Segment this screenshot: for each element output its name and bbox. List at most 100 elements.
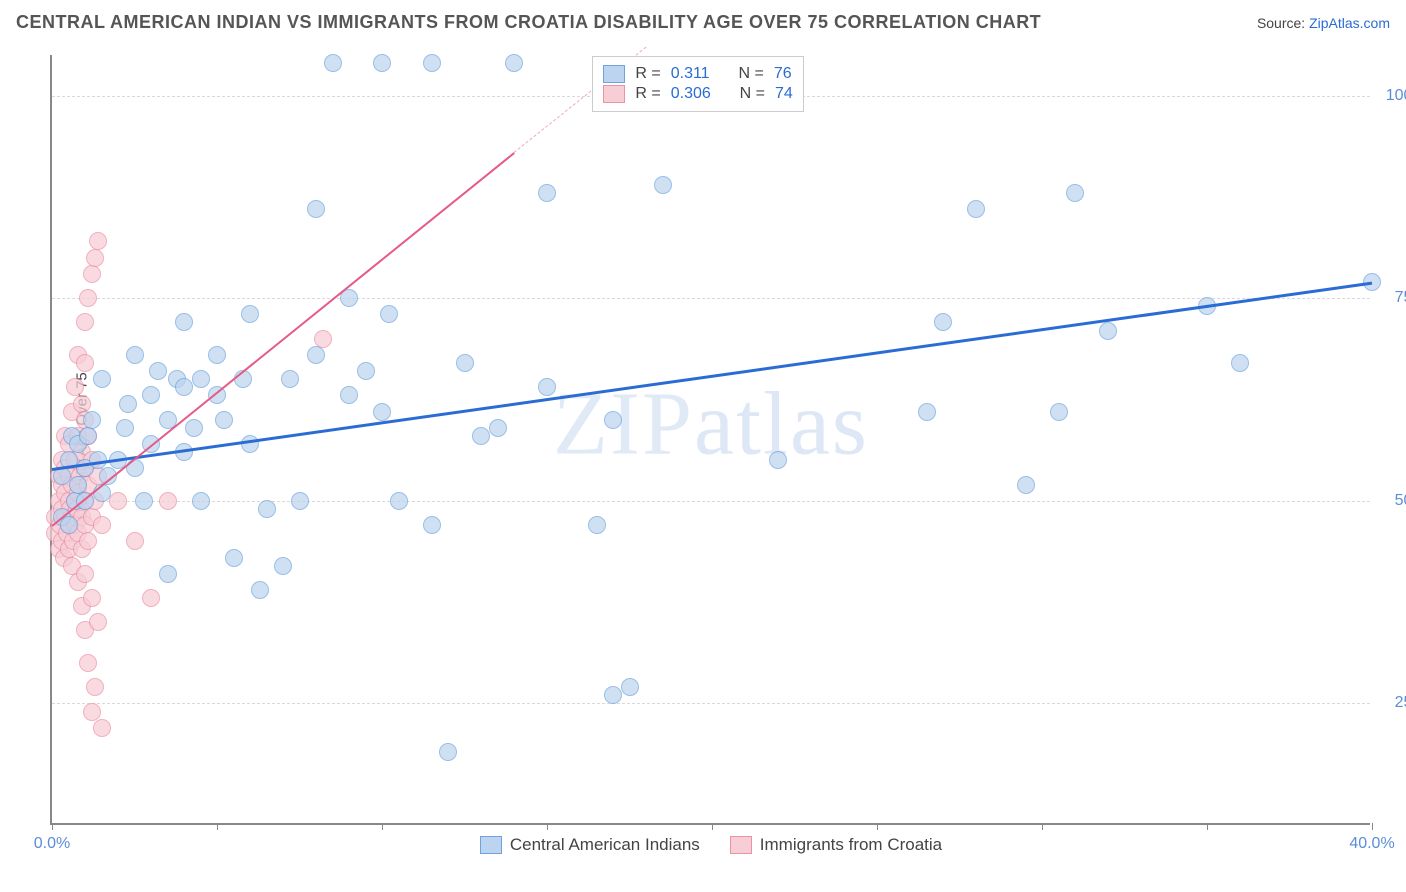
x-tick-mark bbox=[712, 823, 713, 830]
data-point-blue bbox=[934, 313, 952, 331]
data-point-pink bbox=[89, 232, 107, 250]
data-point-blue bbox=[456, 354, 474, 372]
trendline-pink bbox=[51, 152, 514, 526]
data-point-blue bbox=[769, 451, 787, 469]
gridline-h bbox=[52, 703, 1370, 704]
data-point-blue bbox=[53, 467, 71, 485]
data-point-blue bbox=[1066, 184, 1084, 202]
legend-series: Central American Indians Immigrants from … bbox=[52, 835, 1370, 855]
watermark: ZIPatlas bbox=[553, 372, 869, 475]
x-tick-mark bbox=[217, 823, 218, 830]
y-tick-label: 50.0% bbox=[1380, 492, 1406, 510]
data-point-pink bbox=[76, 313, 94, 331]
data-point-pink bbox=[83, 589, 101, 607]
data-point-blue bbox=[918, 403, 936, 421]
source-link[interactable]: ZipAtlas.com bbox=[1309, 15, 1390, 31]
data-point-blue bbox=[185, 419, 203, 437]
source-prefix: Source: bbox=[1257, 15, 1309, 31]
x-tick-mark bbox=[1207, 823, 1208, 830]
data-point-pink bbox=[79, 532, 97, 550]
chart-source: Source: ZipAtlas.com bbox=[1257, 15, 1390, 31]
data-point-pink bbox=[83, 703, 101, 721]
data-point-blue bbox=[588, 516, 606, 534]
data-point-pink bbox=[159, 492, 177, 510]
data-point-blue bbox=[505, 54, 523, 72]
y-tick-label: 75.0% bbox=[1380, 289, 1406, 307]
data-point-blue bbox=[373, 403, 391, 421]
legend-stats: R = 0.311 N = 76R = 0.306 N = 74 bbox=[592, 56, 803, 112]
data-point-blue bbox=[208, 346, 226, 364]
x-tick-mark bbox=[1372, 823, 1373, 830]
data-point-blue bbox=[380, 305, 398, 323]
data-point-pink bbox=[142, 589, 160, 607]
data-point-blue bbox=[175, 378, 193, 396]
data-point-blue bbox=[258, 500, 276, 518]
data-point-blue bbox=[307, 346, 325, 364]
data-point-blue bbox=[274, 557, 292, 575]
data-point-blue bbox=[621, 678, 639, 696]
data-point-blue bbox=[307, 200, 325, 218]
data-point-blue bbox=[357, 362, 375, 380]
data-point-pink bbox=[76, 565, 94, 583]
data-point-blue bbox=[126, 346, 144, 364]
data-point-pink bbox=[76, 354, 94, 372]
data-point-blue bbox=[215, 411, 233, 429]
data-point-blue bbox=[291, 492, 309, 510]
data-point-blue bbox=[423, 516, 441, 534]
data-point-pink bbox=[93, 516, 111, 534]
data-point-pink bbox=[126, 532, 144, 550]
data-point-pink bbox=[79, 289, 97, 307]
data-point-blue bbox=[225, 549, 243, 567]
data-point-blue bbox=[281, 370, 299, 388]
data-point-blue bbox=[423, 54, 441, 72]
data-point-blue bbox=[654, 176, 672, 194]
data-point-blue bbox=[175, 313, 193, 331]
data-point-blue bbox=[489, 419, 507, 437]
data-point-pink bbox=[73, 395, 91, 413]
data-point-blue bbox=[373, 54, 391, 72]
x-tick-mark bbox=[547, 823, 548, 830]
data-point-blue bbox=[390, 492, 408, 510]
data-point-blue bbox=[116, 419, 134, 437]
data-point-blue bbox=[192, 492, 210, 510]
data-point-blue bbox=[241, 435, 259, 453]
data-point-blue bbox=[604, 411, 622, 429]
data-point-blue bbox=[142, 386, 160, 404]
data-point-blue bbox=[159, 565, 177, 583]
data-point-blue bbox=[967, 200, 985, 218]
data-point-blue bbox=[234, 370, 252, 388]
x-tick-mark bbox=[382, 823, 383, 830]
data-point-blue bbox=[324, 54, 342, 72]
data-point-blue bbox=[1099, 322, 1117, 340]
data-point-blue bbox=[79, 427, 97, 445]
data-point-blue bbox=[251, 581, 269, 599]
gridline-h bbox=[52, 501, 1370, 502]
data-point-pink bbox=[86, 249, 104, 267]
data-point-pink bbox=[93, 719, 111, 737]
chart-header: CENTRAL AMERICAN INDIAN VS IMMIGRANTS FR… bbox=[16, 12, 1390, 33]
x-tick-mark bbox=[877, 823, 878, 830]
data-point-blue bbox=[83, 411, 101, 429]
data-point-blue bbox=[472, 427, 490, 445]
legend-item-blue: Central American Indians bbox=[480, 835, 700, 855]
data-point-blue bbox=[93, 370, 111, 388]
data-point-blue bbox=[538, 184, 556, 202]
y-tick-label: 100.0% bbox=[1380, 87, 1406, 105]
data-point-pink bbox=[109, 492, 127, 510]
data-point-blue bbox=[604, 686, 622, 704]
scatter-chart: ZIPatlas 25.0%50.0%75.0%100.0%0.0%40.0%R… bbox=[50, 55, 1370, 825]
data-point-blue bbox=[1017, 476, 1035, 494]
gridline-h bbox=[52, 298, 1370, 299]
data-point-blue bbox=[538, 378, 556, 396]
y-tick-label: 25.0% bbox=[1380, 694, 1406, 712]
chart-title: CENTRAL AMERICAN INDIAN VS IMMIGRANTS FR… bbox=[16, 12, 1041, 33]
legend-item-pink: Immigrants from Croatia bbox=[730, 835, 942, 855]
x-tick-mark bbox=[52, 823, 53, 830]
data-point-blue bbox=[439, 743, 457, 761]
data-point-blue bbox=[149, 362, 167, 380]
data-point-pink bbox=[89, 613, 107, 631]
x-tick-mark bbox=[1042, 823, 1043, 830]
data-point-blue bbox=[340, 386, 358, 404]
data-point-blue bbox=[135, 492, 153, 510]
data-point-pink bbox=[83, 265, 101, 283]
